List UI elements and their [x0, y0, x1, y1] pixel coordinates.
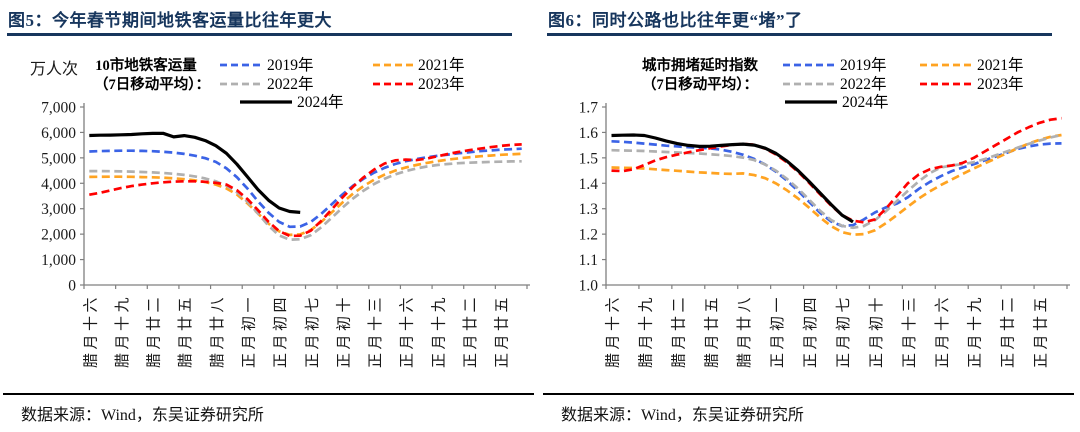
title-rule — [547, 33, 1052, 36]
series-line-2024 — [611, 133, 854, 224]
series-line-2019 — [89, 147, 522, 229]
subway-ridership-chart: 0 1,000 2,000 3,000 4,000 5,000 6,000 7,000 万人次腊… — [30, 56, 530, 368]
y-tick-label: 1.3 — [579, 201, 599, 218]
y-tick-label: 1.5 — [579, 150, 599, 167]
legend-label: 2021年 — [418, 56, 465, 74]
y-tick-label: 1.7 — [579, 100, 599, 117]
x-tick-label: 正月十三 — [367, 294, 384, 368]
legend-label: 2019年 — [267, 56, 314, 74]
x-tick-label: 正月十九 — [430, 294, 447, 368]
legend-entry-2022: 2022年 — [783, 75, 887, 93]
legend-label: 2022年 — [840, 75, 887, 93]
legend-label: 2023年 — [418, 75, 465, 93]
legend-entry-2019: 2019年 — [220, 56, 314, 74]
legend-label: 2022年 — [267, 75, 314, 93]
legend-label: 2024年 — [297, 93, 344, 111]
legend-title-line1: 10市地铁客运量 — [95, 56, 197, 74]
legend-entry-2019: 2019年 — [783, 56, 887, 74]
series-line-2022 — [89, 159, 522, 242]
x-tick-label: 腊月廿二 — [146, 294, 163, 368]
x-tick-label: 腊月廿二 — [670, 294, 687, 368]
x-tick-label: 正月初四 — [802, 294, 819, 368]
x-tick-label: 腊月廿八 — [736, 294, 753, 368]
panel-congestion: 图6：同时公路也比往年更“堵”了 1.0 1.1 1.2 1.3 1.4 1.5 1.6 1.… — [540, 0, 1080, 432]
footer-rule — [3, 393, 534, 395]
legend-label: 2021年 — [977, 56, 1024, 74]
y-tick-label: 1,000 — [41, 252, 76, 269]
y-tick-label: 0 — [68, 278, 76, 295]
legend-title-line2: （7日移动平均）： — [642, 75, 758, 93]
x-tick-label: 正月初一 — [769, 294, 786, 368]
y-tick-label: 1.2 — [579, 227, 598, 244]
legend-entry-2022: 2022年 — [220, 75, 314, 93]
panel-subway: 图5：今年春节期间地铁客运量比往年更大 0 1,000 2,000 3,000 4,00… — [3, 11, 534, 424]
legend-entry-2023: 2023年 — [920, 75, 1024, 93]
y-tick-label: 2,000 — [41, 227, 76, 244]
y-tick-label: 1.1 — [579, 252, 598, 269]
series-line-2022 — [611, 133, 1062, 230]
x-tick-label: 正月十三 — [901, 294, 918, 368]
title-rule — [7, 33, 512, 36]
x-tick-label: 腊月廿八 — [209, 294, 226, 368]
x-tick-label: 正月初十 — [335, 294, 352, 368]
legend-title-line1: 城市拥堵延时指数 — [642, 56, 758, 74]
legend-entry-2021: 2021年 — [920, 56, 1024, 74]
x-tick-label: 正月廿五 — [494, 294, 511, 368]
source-note: 数据来源：Wind，东吴证券研究所 — [561, 407, 804, 424]
y-tick-label: 1.6 — [579, 125, 599, 142]
x-tick-label: 腊月廿五 — [177, 294, 194, 368]
x-tick-label: 正月廿二 — [1000, 294, 1017, 368]
legend-title-line2: （7日移动平均）： — [94, 75, 210, 93]
y-axis-unit: 万人次 — [30, 60, 78, 78]
x-tick-label: 腊月十九 — [637, 294, 654, 368]
x-tick-label: 腊月廿五 — [703, 294, 720, 368]
y-tick-label: 4,000 — [41, 176, 76, 193]
x-tick-label: 腊月十九 — [114, 294, 131, 368]
series-line-2021 — [611, 133, 1062, 237]
source-note: 数据来源：Wind，东吴证券研究所 — [21, 407, 264, 424]
x-tick-label: 腊月十六 — [604, 294, 621, 368]
x-tick-label: 正月十六 — [399, 294, 416, 368]
congestion-index-chart: 1.0 1.1 1.2 1.3 1.4 1.5 1.6 1.7 腊月十六 腊月十九 腊月廿二 腊月廿五… — [579, 56, 1070, 368]
y-tick-label: 1.0 — [579, 278, 599, 295]
x-tick-label: 正月初十 — [868, 294, 885, 368]
legend-entry-2024: 2024年 — [785, 93, 889, 111]
legend-entry-2023: 2023年 — [373, 75, 465, 93]
x-tick-label: 正月十九 — [967, 294, 984, 368]
x-tick-label: 腊月十六 — [82, 294, 99, 368]
legend-label: 2024年 — [842, 93, 889, 111]
x-tick-label: 正月廿二 — [462, 294, 479, 368]
x-tick-label: 正月初七 — [304, 294, 321, 368]
x-tick-label: 正月廿五 — [1033, 294, 1050, 368]
x-tick-label: 正月初四 — [272, 294, 289, 368]
y-tick-label: 7,000 — [41, 100, 76, 117]
y-tick-label: 6,000 — [41, 125, 76, 142]
x-tick-label: 正月十六 — [934, 294, 951, 368]
y-tick-label: 5,000 — [41, 150, 76, 167]
figure-title: 图6：同时公路也比往年更“堵”了 — [548, 11, 803, 30]
legend-entry-2024: 2024年 — [240, 93, 344, 111]
footer-rule — [543, 393, 1074, 395]
series-line-2024 — [89, 131, 301, 214]
x-tick-label: 正月初一 — [240, 294, 257, 368]
figure-title: 图5：今年春节期间地铁客运量比往年更大 — [8, 11, 332, 30]
y-tick-label: 1.4 — [579, 176, 599, 193]
x-tick-label: 正月初七 — [835, 294, 852, 368]
y-tick-label: 3,000 — [41, 201, 76, 218]
legend-entry-2021: 2021年 — [373, 56, 465, 74]
legend-label: 2023年 — [977, 75, 1024, 93]
legend-label: 2019年 — [840, 56, 887, 74]
